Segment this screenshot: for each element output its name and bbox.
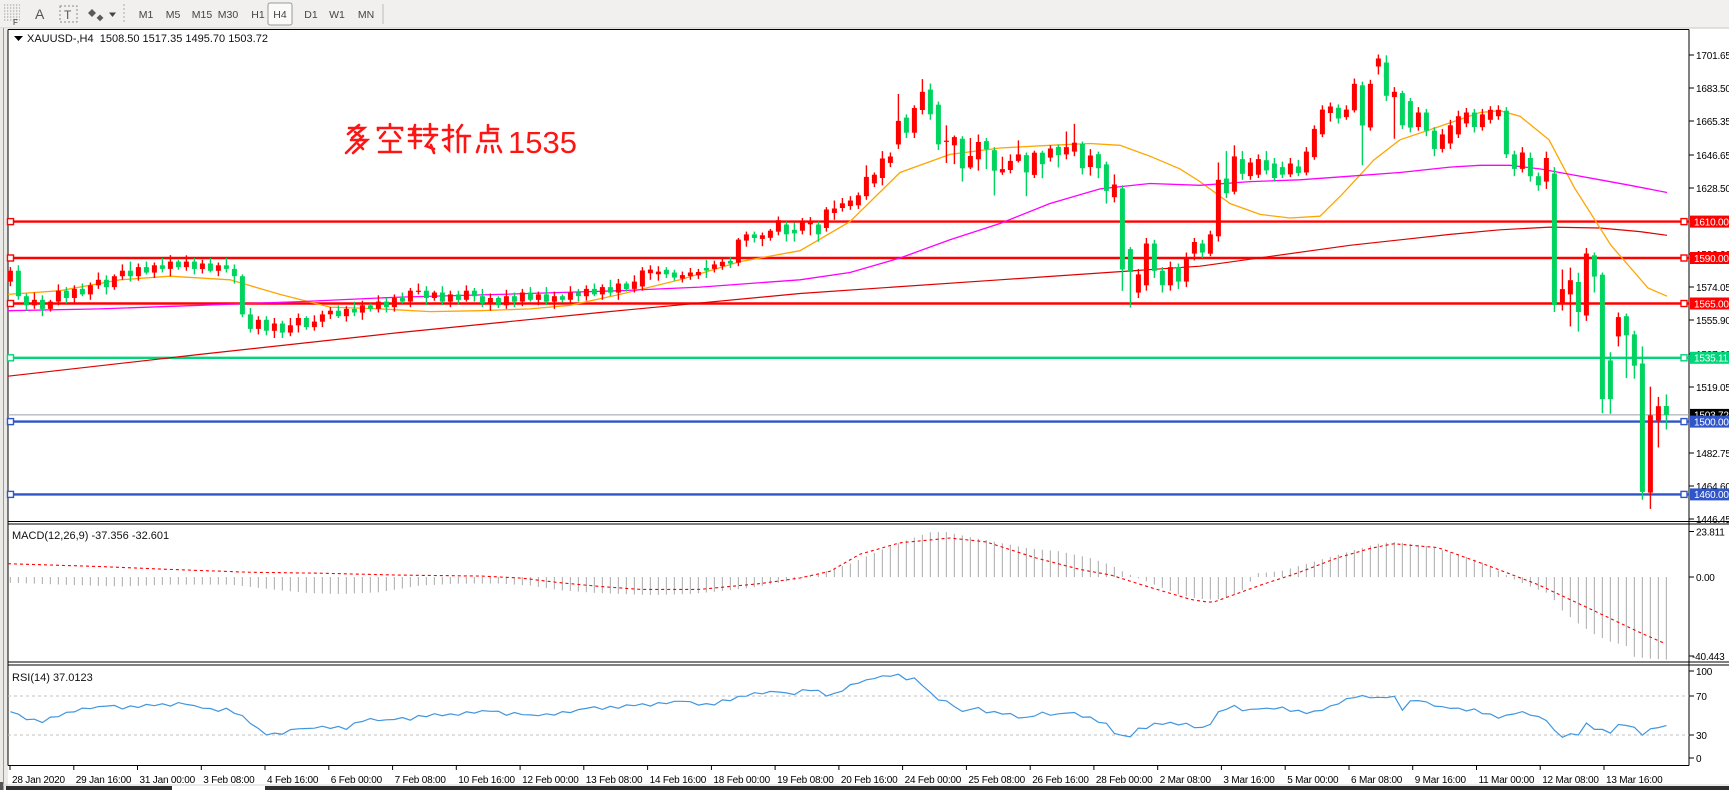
svg-text:M5: M5 [166,9,181,21]
svg-text:31 Jan 00:00: 31 Jan 00:00 [140,775,196,786]
svg-text:1683.50: 1683.50 [1696,84,1729,95]
svg-text:F: F [13,18,18,27]
svg-text:14 Feb 16:00: 14 Feb 16:00 [650,775,707,786]
svg-text:6 Mar 08:00: 6 Mar 08:00 [1351,775,1403,786]
svg-text:1574.05: 1574.05 [1696,283,1729,294]
svg-text:100: 100 [1696,667,1713,678]
svg-text:M30: M30 [218,9,239,21]
svg-text:1646.65: 1646.65 [1696,151,1729,162]
svg-text:1460.00: 1460.00 [1694,490,1729,501]
svg-text:T: T [64,8,72,22]
svg-text:0.00: 0.00 [1696,573,1715,584]
svg-text:12 Mar 08:00: 12 Mar 08:00 [1542,775,1599,786]
svg-text:10 Feb 16:00: 10 Feb 16:00 [458,775,515,786]
svg-text:1535.11: 1535.11 [1694,354,1729,365]
svg-text:1565.00: 1565.00 [1694,299,1729,310]
svg-text:28 Jan 2020: 28 Jan 2020 [12,775,65,786]
svg-text:5 Mar 00:00: 5 Mar 00:00 [1287,775,1339,786]
svg-text:1665.35: 1665.35 [1696,117,1729,128]
svg-text:13 Feb 08:00: 13 Feb 08:00 [586,775,643,786]
svg-text:0: 0 [1696,754,1702,765]
svg-text:-40.443: -40.443 [1692,652,1725,663]
svg-text:1628.50: 1628.50 [1696,184,1729,195]
svg-text:W1: W1 [329,9,345,21]
svg-text:D1: D1 [304,9,318,21]
svg-text:M15: M15 [192,9,213,21]
svg-text:7 Feb 08:00: 7 Feb 08:00 [395,775,447,786]
svg-text:4 Feb 16:00: 4 Feb 16:00 [267,775,319,786]
svg-text:MACD(12,26,9) -37.356 -32.601: MACD(12,26,9) -37.356 -32.601 [12,530,169,542]
svg-text:RSI(14) 37.0123: RSI(14) 37.0123 [12,672,93,684]
svg-text:3 Mar 16:00: 3 Mar 16:00 [1223,775,1275,786]
svg-text:13 Mar 16:00: 13 Mar 16:00 [1606,775,1663,786]
svg-text:30: 30 [1696,731,1707,742]
svg-text:26 Feb 16:00: 26 Feb 16:00 [1032,775,1089,786]
svg-text:1701.65: 1701.65 [1696,51,1729,62]
svg-text:12 Feb 00:00: 12 Feb 00:00 [522,775,579,786]
svg-text:XAUUSD-,H4 1508.50 1517.35 14: XAUUSD-,H4 1508.50 1517.35 1495.70 1503.… [27,33,268,45]
svg-text:M1: M1 [139,9,154,21]
svg-text:1464.60: 1464.60 [1696,482,1729,493]
svg-text:A: A [35,6,45,22]
svg-text:H4: H4 [273,9,287,21]
svg-text:18 Feb 00:00: 18 Feb 00:00 [713,775,770,786]
svg-text:1535: 1535 [508,125,577,160]
svg-text:1446.45: 1446.45 [1696,515,1729,526]
svg-text:3 Feb 08:00: 3 Feb 08:00 [203,775,255,786]
svg-text:11 Mar 00:00: 11 Mar 00:00 [1479,775,1535,786]
svg-text:70: 70 [1696,692,1707,703]
svg-text:2 Mar 08:00: 2 Mar 08:00 [1160,775,1212,786]
svg-text:29 Jan 16:00: 29 Jan 16:00 [76,775,132,786]
svg-text:20 Feb 16:00: 20 Feb 16:00 [841,775,898,786]
svg-text:1555.90: 1555.90 [1696,316,1729,327]
svg-text:1610.00: 1610.00 [1694,217,1729,228]
svg-text:28 Feb 00:00: 28 Feb 00:00 [1096,775,1153,786]
svg-text:9 Mar 16:00: 9 Mar 16:00 [1415,775,1467,786]
svg-text:24 Feb 00:00: 24 Feb 00:00 [905,775,962,786]
svg-text:MN: MN [358,9,374,21]
svg-text:1519.05: 1519.05 [1696,383,1729,394]
svg-text:H1: H1 [251,9,265,21]
svg-text:25 Feb 08:00: 25 Feb 08:00 [968,775,1025,786]
svg-text:1590.00: 1590.00 [1694,254,1729,265]
svg-text:19 Feb 08:00: 19 Feb 08:00 [777,775,834,786]
svg-text:1500.00: 1500.00 [1694,417,1729,428]
svg-text:6 Feb 00:00: 6 Feb 00:00 [331,775,383,786]
svg-text:1482.75: 1482.75 [1696,449,1729,460]
svg-text:23.811: 23.811 [1696,528,1725,539]
